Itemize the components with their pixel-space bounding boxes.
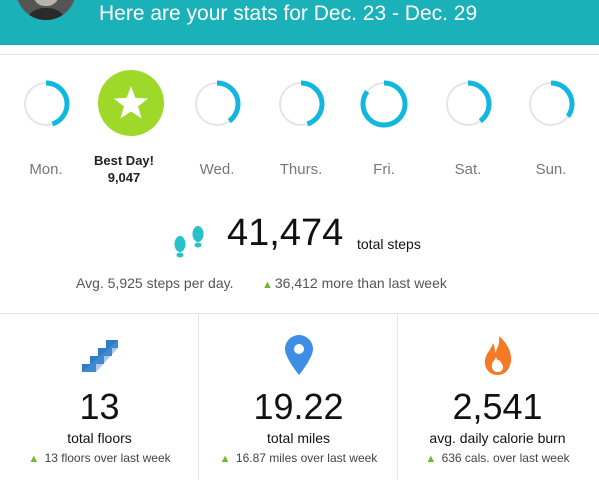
floors-label: total floors	[67, 430, 132, 446]
avatar-shoulders	[24, 8, 68, 20]
day-label: Wed.	[199, 161, 235, 178]
best-day-title: Best Day!	[94, 153, 154, 168]
best-day-steps: 9,047	[107, 170, 141, 185]
calories-value: 2,541	[452, 386, 543, 427]
up-arrow-icon: ▲	[219, 453, 231, 465]
floors-comparison-text: 13 floors over last week	[44, 451, 171, 465]
location-pin-icon	[284, 335, 313, 375]
miles-comparison-text: 16.87 miles over last week	[235, 451, 378, 465]
total-steps-row: 41,474 total steps	[0, 212, 599, 262]
day-label: Sat.	[454, 161, 482, 178]
floors-stat: 13 total floors ▲ 13 floors over last we…	[0, 314, 199, 480]
calories-stat: 2,541 avg. daily calorie burn ▲ 636 cals…	[398, 314, 597, 480]
total-steps-value: 41,474	[227, 212, 344, 254]
day-label: Mon.	[29, 161, 63, 178]
day-label: Thurs.	[279, 161, 323, 178]
total-steps-label: total steps	[357, 236, 421, 252]
up-arrow-icon: ▲	[425, 453, 437, 465]
progress-ring	[360, 80, 408, 128]
steps-average: Avg. 5,925 steps per day.	[76, 275, 234, 291]
avatar-face	[33, 0, 59, 6]
calories-label: avg. daily calorie burn	[429, 430, 566, 446]
day-ring-wed[interactable]	[180, 79, 254, 129]
day-ring-sat[interactable]	[431, 79, 505, 129]
column-divider	[198, 314, 199, 480]
day-ring-mon[interactable]	[9, 79, 83, 129]
progress-ring	[444, 80, 492, 128]
miles-label: total miles	[266, 430, 331, 446]
header-bar: Here are your stats for Dec. 23 - Dec. 2…	[0, 0, 599, 45]
avatar[interactable]	[16, 0, 76, 20]
floors-comparison: ▲ 13 floors over last week	[0, 451, 199, 465]
stairs-icon	[81, 340, 118, 372]
best-day-label: Best Day! 9,047	[84, 152, 164, 186]
calories-comparison-text: 636 cals. over last week	[441, 451, 570, 465]
up-arrow-icon: ▲	[262, 279, 273, 291]
steps-comparison-text: 36,412 more than last week	[274, 275, 447, 291]
miles-value: 19.22	[253, 386, 344, 427]
day-label: Fri.	[373, 161, 395, 178]
footsteps-icon	[174, 226, 204, 258]
day-ring-fri[interactable]	[347, 79, 421, 129]
miles-comparison: ▲ 16.87 miles over last week	[199, 451, 398, 465]
day-ring-thurs[interactable]	[264, 79, 338, 129]
calories-comparison: ▲ 636 cals. over last week	[398, 451, 597, 465]
up-arrow-icon: ▲	[28, 453, 40, 465]
progress-ring	[277, 80, 325, 128]
column-divider	[397, 314, 398, 480]
divider	[0, 54, 599, 55]
day-label: Sun.	[535, 161, 567, 178]
progress-ring	[193, 80, 241, 128]
page-title: Here are your stats for Dec. 23 - Dec. 2…	[99, 2, 478, 25]
divider	[0, 313, 599, 314]
floors-value: 13	[79, 386, 120, 427]
progress-ring	[527, 80, 575, 128]
progress-ring	[22, 80, 70, 128]
flame-icon	[484, 336, 511, 375]
star-icon	[98, 70, 164, 136]
miles-stat: 19.22 total miles ▲ 16.87 miles over las…	[199, 314, 398, 480]
steps-comparison: ▲ 36,412 more than last week	[262, 275, 447, 291]
best-day-badge[interactable]	[94, 69, 168, 137]
day-ring-sun[interactable]	[514, 79, 588, 129]
